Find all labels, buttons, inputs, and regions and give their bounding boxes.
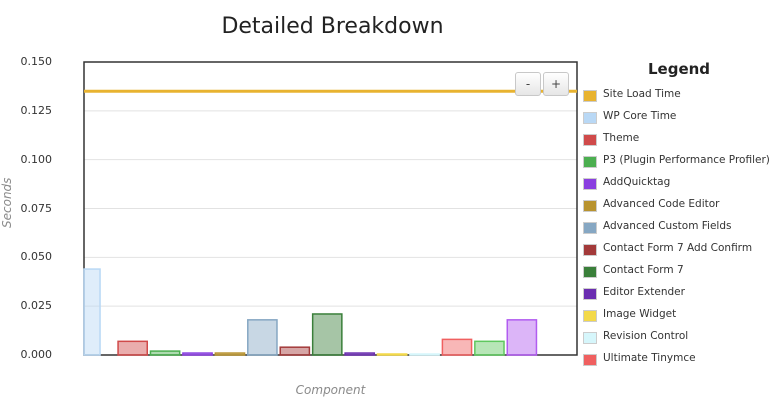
bar-addquicktag <box>182 352 213 356</box>
legend-label: Ultimate Tinymce <box>603 352 696 364</box>
zoom-in-button[interactable]: + <box>543 72 569 96</box>
chart-title: Detailed Breakdown <box>221 14 444 39</box>
legend-swatch <box>583 354 597 366</box>
legend-label: WP Core Time <box>603 110 677 122</box>
bar-editor-extender <box>344 352 376 356</box>
legend-label: Advanced Code Editor <box>603 198 720 210</box>
legend-label: Site Load Time <box>603 88 681 100</box>
legend-title: Legend <box>647 60 711 78</box>
legend-label: Theme <box>603 132 640 144</box>
legend-swatch <box>583 90 597 102</box>
x-axis-label: Component <box>295 383 366 397</box>
legend-swatch <box>583 288 597 300</box>
y-tick-label: 0.075 <box>20 201 53 215</box>
legend-swatch <box>583 134 597 146</box>
legend-swatch <box>583 112 597 124</box>
y-tick-label: 0.025 <box>20 299 53 313</box>
legend-swatch <box>583 178 597 190</box>
legend-swatch <box>583 266 597 278</box>
bar-revision-control <box>409 353 440 356</box>
bar-advanced-code-editor <box>214 352 246 356</box>
bar-advanced-custom-fields <box>247 319 278 356</box>
legend-label: Contact Form 7 Add Confirm <box>603 242 753 254</box>
y-tick-label: 0.050 <box>20 250 53 264</box>
legend-label: Editor Extender <box>603 286 685 298</box>
zoom-out-button[interactable]: - <box>515 72 541 96</box>
y-tick-label: 0.000 <box>20 348 53 361</box>
legend-swatch <box>583 332 597 344</box>
y-tick-label: 0.150 <box>20 55 53 68</box>
legend-label: AddQuicktag <box>603 176 671 188</box>
legend-label: Image Widget <box>603 308 677 320</box>
bar-ultimate-tinymce <box>441 338 473 356</box>
legend-swatch <box>583 310 597 322</box>
y-tick-label: 0.100 <box>20 152 53 166</box>
legend-swatch <box>583 244 597 256</box>
legend-label: Advanced Custom Fields <box>603 220 732 232</box>
bar-contact-form-7-add-confirm <box>279 346 311 356</box>
bar-theme <box>117 340 148 356</box>
legend-swatch <box>583 200 597 212</box>
legend-swatch <box>583 156 597 168</box>
legend-label: Revision Control <box>603 330 689 342</box>
bar-component-13 <box>474 340 505 356</box>
bar-p3-plugin-performance-profiler- <box>149 350 181 356</box>
legend-label: P3 (Plugin Performance Profiler) <box>603 154 770 166</box>
bar-image-widget <box>376 353 408 356</box>
legend-label: Contact Form 7 <box>603 264 684 276</box>
legend-swatch <box>583 222 597 234</box>
y-tick-label: 0.125 <box>20 103 53 117</box>
bar-wp-core-time <box>83 268 101 356</box>
bar-contact-form-7 <box>311 313 343 356</box>
bar-component-14 <box>506 319 538 356</box>
